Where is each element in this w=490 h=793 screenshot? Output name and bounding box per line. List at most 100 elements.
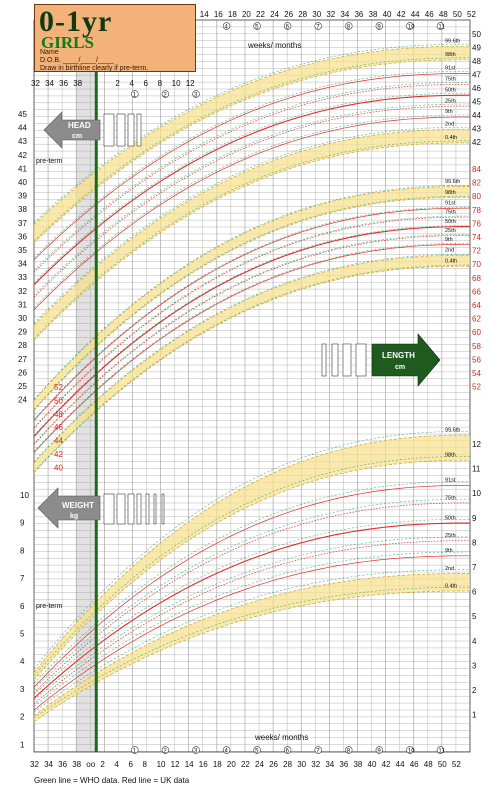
- head-pct-label: 25th: [445, 98, 456, 104]
- top-axis-label: weeks/ months: [247, 41, 301, 50]
- weight-who-50th: [33, 518, 470, 695]
- weight-right-tick: 9: [472, 514, 477, 523]
- length-scale-bar: [342, 343, 352, 377]
- top-week-tick: 16: [214, 10, 223, 19]
- head-who-50th: [33, 92, 471, 283]
- bottom-month-label: 8: [347, 749, 351, 755]
- head-pct-label: 98th: [445, 52, 456, 58]
- bottom-week-tick: 24: [255, 760, 264, 769]
- weight-who-9th: [33, 551, 470, 707]
- head-right-tick: 48: [472, 57, 481, 66]
- length-uk-91st: [33, 207, 470, 421]
- top-week-tick: 36: [354, 10, 363, 19]
- length-right-tick: 74: [472, 233, 481, 242]
- weight-scale-bar: [161, 493, 165, 525]
- top-month-marker: [436, 22, 445, 30]
- bottom-week-tick: oo: [86, 760, 95, 769]
- top-week-tick: 10: [172, 79, 181, 88]
- bottom-week-tick: 6: [128, 760, 133, 769]
- weight-right-tick: 6: [472, 588, 477, 597]
- head-left-tick: 34: [18, 260, 27, 269]
- chart-title: 0-1yr: [39, 5, 113, 38]
- top-week-tick: 14: [200, 10, 209, 19]
- top-month-label: 2: [163, 93, 167, 99]
- top-month-marker: [192, 90, 200, 98]
- length-pct-label: 50th: [445, 219, 456, 225]
- length-arrow-icon: [371, 333, 441, 387]
- top-week-tick: 2: [115, 79, 120, 88]
- top-month-label: 1: [133, 93, 137, 99]
- head-left-tick: 45: [18, 110, 27, 119]
- weight-who-25th: [33, 536, 470, 701]
- top-month-label: 8: [347, 25, 351, 31]
- weight-pct-label: 91st: [445, 478, 456, 484]
- head-who-91st: [33, 71, 470, 258]
- weight-right-tick: 3: [472, 661, 477, 670]
- head-uk-0-4th: [33, 142, 471, 341]
- length-arrow-label: LENGTH: [382, 351, 415, 360]
- weight-left-tick: 4: [20, 657, 25, 666]
- length-pct-label: 99.6th: [445, 179, 460, 185]
- weight-pct-label: 0.4th: [445, 583, 457, 589]
- top-month-label: 7: [316, 25, 320, 31]
- weight-right-tick: 11: [472, 465, 481, 474]
- top-week-tick: 26: [284, 10, 293, 19]
- length-who-9th: [33, 243, 470, 452]
- weight-left-tick: 7: [20, 574, 25, 583]
- bottom-week-tick: 46: [410, 760, 419, 769]
- length-right-tick: 80: [472, 192, 481, 201]
- head-uk-2nd: [33, 128, 470, 326]
- bottom-month-label: 3: [194, 749, 198, 755]
- weight-uk-98th: [33, 459, 470, 681]
- bottom-week-tick: 14: [185, 760, 194, 769]
- bottom-week-tick: 16: [199, 760, 208, 769]
- weight-who-98th: [33, 456, 470, 677]
- length-right-tick: 64: [472, 301, 481, 310]
- top-month-label: 11: [438, 25, 445, 31]
- length-right-tick: 54: [472, 369, 481, 378]
- bottom-month-marker: [375, 746, 384, 754]
- length-left-tick: 52: [54, 383, 63, 392]
- top-preterm-tick: 36: [59, 79, 68, 88]
- bottom-week-tick: 50: [438, 760, 447, 769]
- length-pct-label: 2nd: [445, 248, 454, 254]
- head-left-tick: 24: [18, 396, 27, 405]
- head-who-0-4th: [33, 140, 470, 339]
- bottom-month-marker: [345, 746, 353, 754]
- weight-right-tick: 12: [472, 440, 481, 449]
- weight-pct-label: 9th: [445, 548, 453, 554]
- head-left-tick: 40: [18, 178, 27, 187]
- length-who-50th: [33, 225, 470, 436]
- length-lower-band: [34, 255, 470, 473]
- head-right-tick: 46: [472, 84, 481, 93]
- weight-uk-2nd: [33, 573, 470, 717]
- title-box: 0-1yr GIRLS Name D.O.B. ____/____/____ D…: [34, 4, 196, 72]
- top-month-marker: [314, 22, 322, 30]
- top-preterm-tick: 34: [45, 79, 54, 88]
- length-right-tick: 78: [472, 206, 481, 215]
- weight-right-tick: 10: [472, 489, 481, 498]
- head-pct-label: 50th: [445, 87, 456, 93]
- length-left-tick: 46: [54, 423, 63, 432]
- weight-left-tick: 10: [20, 491, 29, 500]
- length-who-0-4th: [33, 264, 470, 473]
- length-right-tick: 84: [472, 165, 481, 174]
- weight-left-tick: 8: [20, 546, 25, 555]
- length-right-tick: 66: [472, 287, 481, 296]
- length-right-tick: 82: [472, 179, 481, 188]
- instruction-line: Draw in birthline clearly if pre-term.: [40, 65, 149, 72]
- weight-scale-bar: [145, 493, 150, 525]
- length-uk-50th: [33, 226, 470, 437]
- head-uk-75th: [33, 83, 470, 273]
- top-week-tick: 12: [186, 79, 195, 88]
- length-upper-band: [34, 186, 470, 411]
- length-pct-label: 98th: [445, 190, 456, 196]
- bottom-week-tick: 36: [58, 760, 67, 769]
- length-right-tick: 70: [472, 260, 481, 269]
- bottom-week-tick: 30: [297, 760, 306, 769]
- head-right-tick: 47: [472, 71, 481, 80]
- head-arrow-label: HEAD: [68, 121, 91, 130]
- chart-subtitle: GIRLS: [41, 33, 94, 52]
- head-left-tick: 35: [18, 246, 27, 255]
- weight-pct-label: 25th: [445, 533, 456, 539]
